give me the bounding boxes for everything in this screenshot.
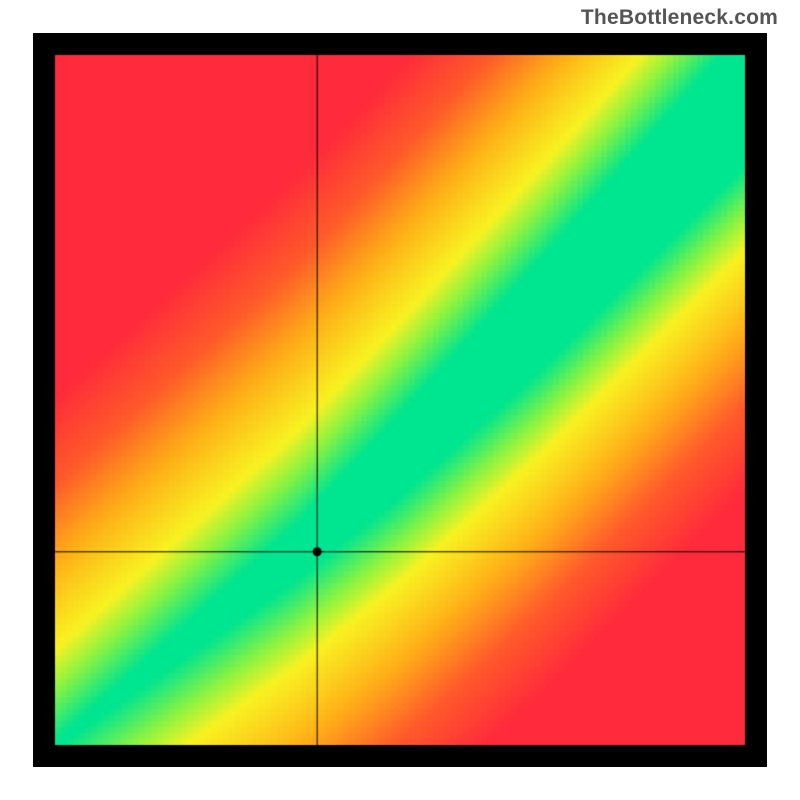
chart-frame bbox=[33, 33, 767, 767]
heatmap-canvas bbox=[33, 33, 767, 767]
watermark-text: TheBottleneck.com bbox=[581, 6, 778, 30]
